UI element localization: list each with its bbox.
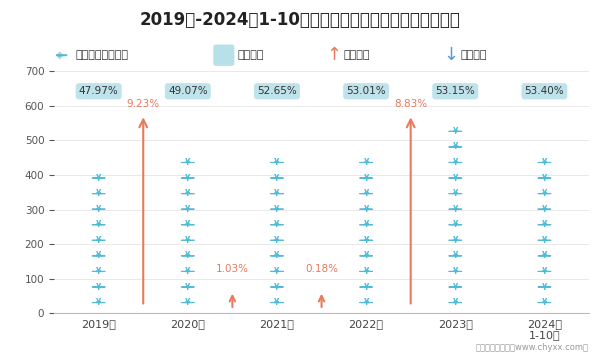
Text: 53.01%: 53.01% bbox=[346, 86, 386, 96]
Text: 寿险占比: 寿险占比 bbox=[237, 50, 264, 60]
Text: ¥: ¥ bbox=[542, 267, 547, 276]
Text: ¥: ¥ bbox=[96, 189, 102, 198]
Text: ¥: ¥ bbox=[364, 205, 369, 214]
Text: 53.15%: 53.15% bbox=[435, 86, 475, 96]
Text: ¥: ¥ bbox=[274, 298, 279, 307]
Text: ¥: ¥ bbox=[96, 205, 102, 214]
Text: ¥: ¥ bbox=[274, 158, 279, 167]
Text: ¥: ¥ bbox=[453, 158, 458, 167]
Text: ¥: ¥ bbox=[542, 283, 547, 292]
Text: ¥: ¥ bbox=[453, 189, 458, 198]
Text: ¥: ¥ bbox=[185, 189, 191, 198]
Text: 1.03%: 1.03% bbox=[216, 263, 249, 273]
Text: ¥: ¥ bbox=[274, 251, 279, 260]
Text: ¥: ¥ bbox=[96, 220, 102, 229]
Text: ¥: ¥ bbox=[96, 283, 102, 292]
Text: ¥: ¥ bbox=[453, 127, 458, 136]
Text: ↑: ↑ bbox=[326, 46, 341, 64]
Text: ¥: ¥ bbox=[364, 220, 369, 229]
Text: ¥: ¥ bbox=[96, 251, 102, 260]
Text: ¥: ¥ bbox=[364, 189, 369, 198]
Text: 同比增加: 同比增加 bbox=[344, 50, 370, 60]
Text: ¥: ¥ bbox=[453, 267, 458, 276]
Text: ¥: ¥ bbox=[96, 298, 102, 307]
Text: ¥: ¥ bbox=[364, 158, 369, 167]
Text: ¥: ¥ bbox=[274, 283, 279, 292]
Text: ¥: ¥ bbox=[274, 220, 279, 229]
Text: ¥: ¥ bbox=[364, 298, 369, 307]
Text: ¥: ¥ bbox=[542, 236, 547, 245]
Text: ¥: ¥ bbox=[453, 236, 458, 245]
Text: ¥: ¥ bbox=[274, 267, 279, 276]
Text: ¥: ¥ bbox=[185, 283, 191, 292]
Text: 0.18%: 0.18% bbox=[305, 263, 338, 273]
Text: ¥: ¥ bbox=[453, 251, 458, 260]
Text: ¥: ¥ bbox=[542, 189, 547, 198]
Text: ¥: ¥ bbox=[542, 205, 547, 214]
Text: 52.65%: 52.65% bbox=[257, 86, 297, 96]
Text: 制图：智研咨询（www.chyxx.com）: 制图：智研咨询（www.chyxx.com） bbox=[476, 344, 589, 352]
Text: ¥: ¥ bbox=[364, 251, 369, 260]
Text: 9.23%: 9.23% bbox=[127, 99, 160, 109]
Text: ¥: ¥ bbox=[364, 236, 369, 245]
Text: ¥: ¥ bbox=[453, 142, 458, 151]
Text: ¥: ¥ bbox=[453, 220, 458, 229]
Text: ¥: ¥ bbox=[364, 283, 369, 292]
Text: ¥: ¥ bbox=[364, 267, 369, 276]
Text: ¥: ¥ bbox=[542, 251, 547, 260]
Text: ¥: ¥ bbox=[185, 236, 191, 245]
Text: 2019年-2024年1-10月甘肃省累计原保险保费收入统计图: 2019年-2024年1-10月甘肃省累计原保险保费收入统计图 bbox=[140, 11, 461, 29]
Text: ¥: ¥ bbox=[453, 298, 458, 307]
Text: ¥: ¥ bbox=[185, 158, 191, 167]
Text: ¥: ¥ bbox=[274, 205, 279, 214]
Text: ¥: ¥ bbox=[185, 220, 191, 229]
Text: ¥: ¥ bbox=[453, 205, 458, 214]
Text: ¥: ¥ bbox=[274, 236, 279, 245]
Text: ¥: ¥ bbox=[185, 251, 191, 260]
Text: ¥: ¥ bbox=[185, 267, 191, 276]
Text: ¥: ¥ bbox=[364, 174, 369, 183]
Text: ¥: ¥ bbox=[185, 174, 191, 183]
Text: ¥: ¥ bbox=[185, 205, 191, 214]
Text: 49.07%: 49.07% bbox=[168, 86, 207, 96]
Text: ¥: ¥ bbox=[185, 298, 191, 307]
Text: ¥: ¥ bbox=[542, 158, 547, 167]
Text: ¥: ¥ bbox=[96, 236, 102, 245]
Text: 8.83%: 8.83% bbox=[394, 99, 427, 109]
Text: ¥: ¥ bbox=[453, 283, 458, 292]
Text: 53.40%: 53.40% bbox=[525, 86, 564, 96]
Text: ↓: ↓ bbox=[443, 46, 459, 64]
Text: ¥: ¥ bbox=[96, 267, 102, 276]
Text: ¥: ¥ bbox=[542, 298, 547, 307]
Text: ¥: ¥ bbox=[96, 174, 102, 183]
Text: ¥: ¥ bbox=[542, 174, 547, 183]
Text: ¥: ¥ bbox=[274, 174, 279, 183]
Text: 累计保费（亿元）: 累计保费（亿元） bbox=[75, 50, 128, 60]
Text: ◈: ◈ bbox=[56, 50, 64, 60]
Text: 同比减少: 同比减少 bbox=[461, 50, 487, 60]
Text: ¥: ¥ bbox=[453, 174, 458, 183]
Text: ¥: ¥ bbox=[542, 220, 547, 229]
Text: ¥: ¥ bbox=[274, 189, 279, 198]
Text: 47.97%: 47.97% bbox=[79, 86, 118, 96]
